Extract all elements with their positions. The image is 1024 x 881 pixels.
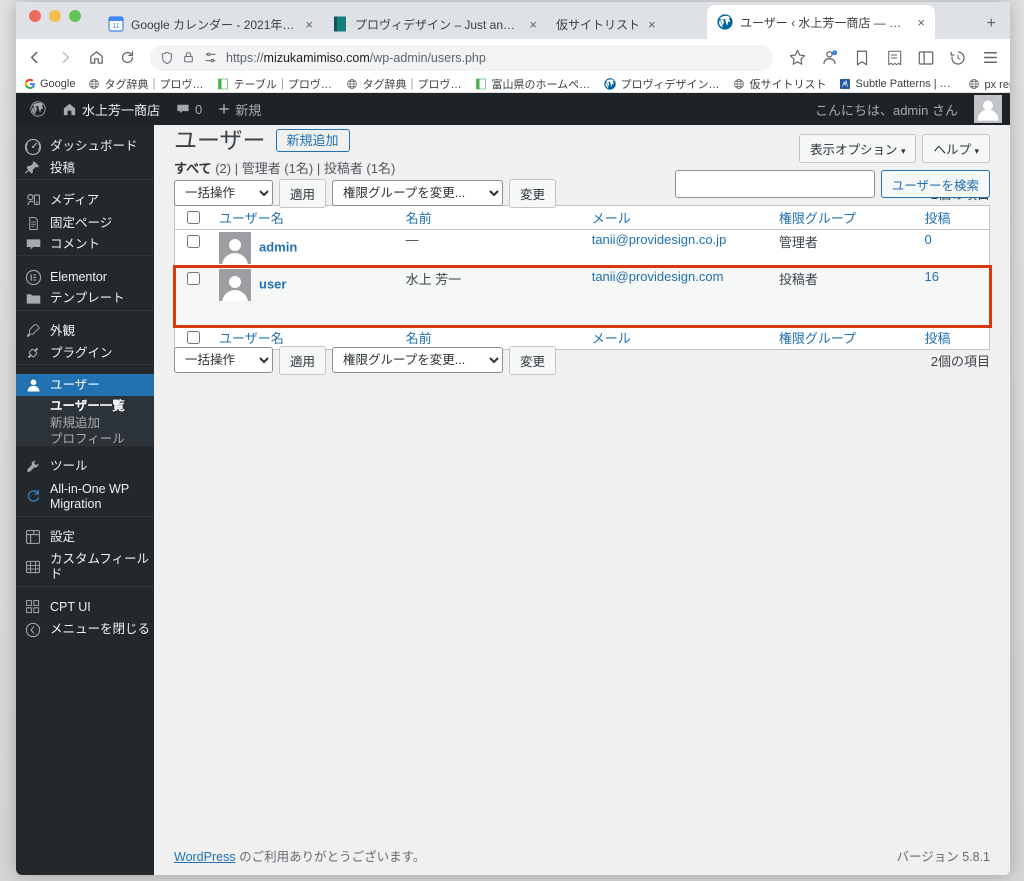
- svg-text:+: +: [834, 51, 836, 55]
- svg-text:11: 11: [112, 23, 119, 30]
